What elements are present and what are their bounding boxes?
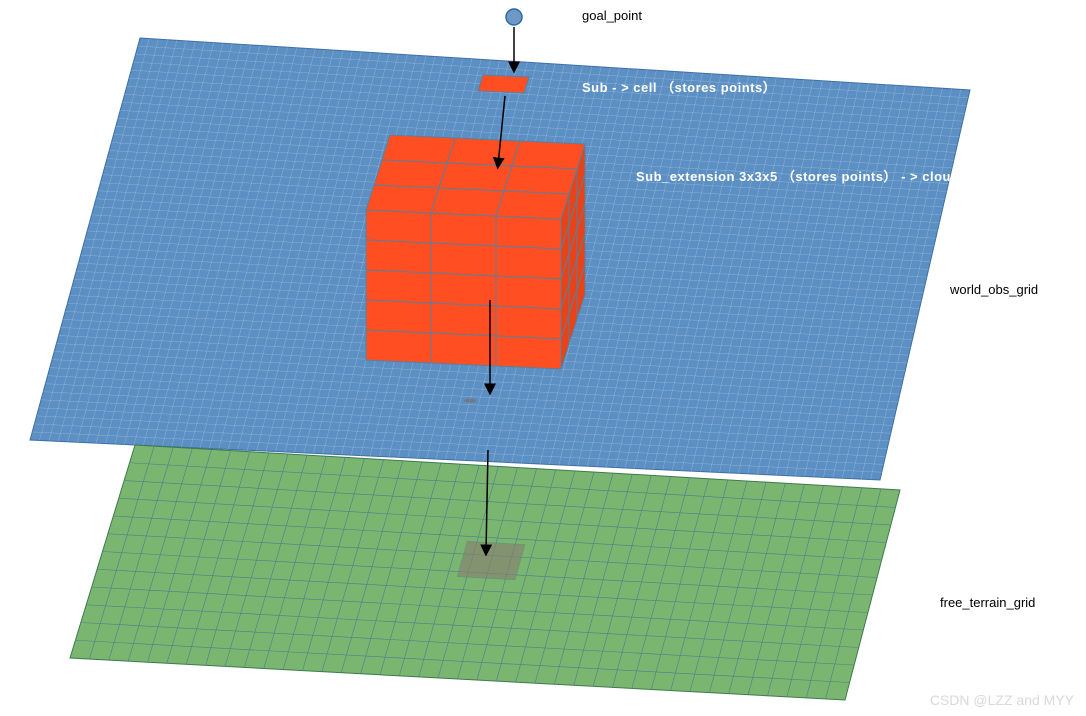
free-terrain-grid-plane	[70, 445, 900, 700]
terrain-highlight-patch	[457, 541, 525, 580]
label-sub-cell: Sub - > cell （stores points）	[582, 80, 776, 95]
sub-extension-cube	[366, 135, 585, 369]
label-world-obs-grid: world_obs_grid	[949, 282, 1038, 297]
label-free-terrain-grid: free_terrain_grid	[940, 595, 1035, 610]
diagram-scene: goal_point Sub - > cell （stores points） Su…	[0, 0, 1086, 716]
watermark-text: CSDN @LZZ and MYY	[930, 692, 1074, 708]
label-goal-point: goal_point	[582, 8, 642, 23]
label-sub-extension: Sub_extension 3x3x5 （stores points） - > …	[636, 169, 967, 184]
goal-point-icon	[506, 9, 522, 25]
sub-cell	[478, 75, 529, 93]
